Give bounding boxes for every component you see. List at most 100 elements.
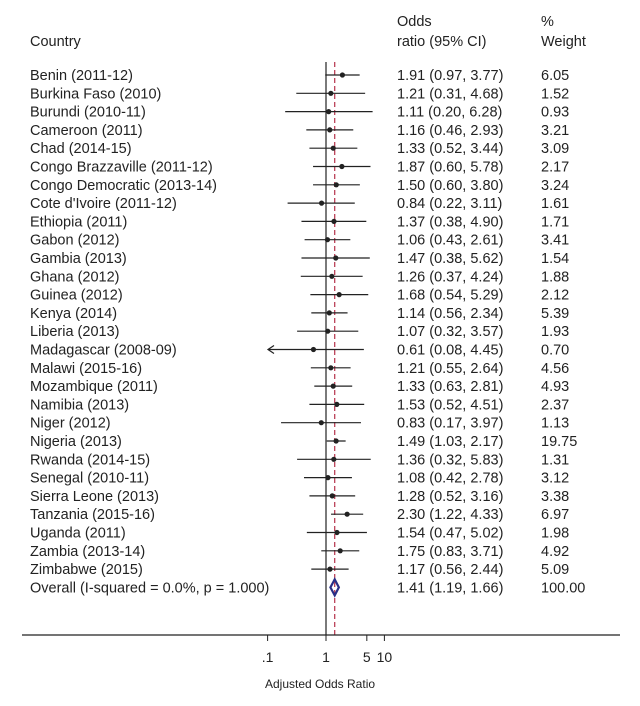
study-weight: 1.61 [541, 196, 569, 212]
study-label: Liberia (2013) [30, 324, 119, 340]
odds-ratio-ci: 1.21 (0.31, 4.68) [397, 86, 503, 102]
study-label: Namibia (2013) [30, 397, 129, 413]
overall-label: Overall (I-squared = 0.0%, p = 1.000) [30, 580, 269, 596]
header-odds-ratio-line2: ratio (95% CI) [397, 34, 486, 50]
point-estimate [327, 566, 333, 572]
study-row [306, 529, 367, 536]
study-weight: 1.93 [541, 324, 569, 340]
study-weight: 0.70 [541, 343, 569, 359]
study-row [326, 438, 346, 444]
study-label: Mozambique (2011) [30, 379, 158, 395]
point-estimate [325, 475, 331, 481]
odds-ratio-ci: 1.47 (0.38, 5.62) [397, 251, 503, 267]
study-row [281, 420, 361, 426]
study-label: Ghana (2012) [30, 269, 119, 285]
odds-ratio-ci: 1.17 (0.56, 2.44) [397, 562, 503, 578]
study-weight: 4.93 [541, 379, 569, 395]
study-row [301, 255, 370, 261]
study-weight: 1.98 [541, 526, 569, 542]
odds-ratio-ci: 1.28 (0.52, 3.16) [397, 489, 503, 505]
study-weight: 1.52 [541, 86, 569, 102]
point-estimate [344, 511, 350, 517]
study-row [297, 456, 371, 462]
study-weight: 3.38 [541, 489, 569, 505]
overall-odds-ratio-ci: 1.41 (1.19, 1.66) [397, 580, 503, 596]
study-label: Zambia (2013-14) [30, 544, 145, 560]
study-rows: Benin (2011-12) 1.91 (0.97, 3.77) 6.05 Burk… [30, 68, 585, 598]
study-weight: 4.56 [541, 361, 569, 377]
point-estimate [339, 72, 346, 78]
study-weight: 3.41 [541, 233, 569, 249]
study-row [303, 475, 352, 481]
study-row [300, 273, 363, 279]
x-axis-label: Adjusted Odds Ratio [265, 677, 375, 691]
study-label: Zimbabwe (2015) [30, 562, 143, 578]
study-label: Malawi (2015-16) [30, 361, 142, 377]
study-label: Benin (2011-12) [30, 68, 133, 84]
study-weight: 5.39 [541, 306, 569, 322]
study-weight: 3.09 [541, 141, 569, 157]
study-row [301, 218, 367, 224]
study-row [313, 182, 360, 188]
study-weight: 4.92 [541, 544, 569, 560]
study-row [310, 292, 369, 298]
point-estimate [318, 200, 325, 206]
point-estimate [339, 163, 345, 170]
study-label: Madagascar (2008-09) [30, 343, 177, 359]
study-label: Gabon (2012) [30, 233, 119, 249]
point-estimate [329, 273, 335, 279]
study-weight: 3.21 [541, 123, 569, 139]
odds-ratio-ci: 1.16 (0.46, 2.93) [397, 123, 503, 139]
odds-ratio-ci: 0.84 (0.22, 3.11) [397, 196, 502, 212]
header: Country Odds ratio (95% CI) % Weight [30, 14, 586, 50]
study-row [309, 493, 356, 499]
odds-ratio-ci: 1.33 (0.52, 3.44) [397, 141, 503, 157]
point-estimate [326, 310, 332, 316]
point-estimate [318, 420, 324, 426]
odds-ratio-ci: 1.91 (0.97, 3.77) [397, 68, 503, 84]
overall-row [329, 577, 341, 598]
point-estimate [334, 529, 340, 536]
study-weight: 0.93 [541, 105, 569, 121]
study-label: Tanzania (2015-16) [30, 507, 155, 523]
study-weight: 2.37 [541, 397, 569, 413]
point-estimate [331, 218, 337, 224]
point-estimate [326, 109, 332, 115]
study-label: Congo Democratic (2013-14) [30, 178, 217, 194]
study-row [313, 163, 371, 170]
point-estimate [327, 127, 333, 133]
study-label: Uganda (2011) [30, 526, 126, 542]
study-row [331, 511, 364, 517]
study-label: Sierra Leone (2013) [30, 489, 159, 505]
odds-ratio-ci: 1.49 (1.03, 2.17) [397, 434, 503, 450]
header-odds-ratio-line1: Odds [397, 14, 432, 30]
point-estimate [337, 548, 343, 554]
odds-ratio-ci: 1.21 (0.55, 2.64) [397, 361, 503, 377]
point-estimate [333, 182, 339, 188]
odds-ratio-ci: 0.83 (0.17, 3.97) [397, 416, 503, 432]
odds-ratio-ci: 1.68 (0.54, 5.29) [397, 288, 503, 304]
study-label: Niger (2012) [30, 416, 111, 432]
study-row [306, 127, 354, 133]
x-tick-label: 5 [363, 649, 371, 665]
study-label: Gambia (2013) [30, 251, 127, 267]
study-label: Kenya (2014) [30, 306, 117, 322]
odds-ratio-ci: 1.08 (0.42, 2.78) [397, 471, 503, 487]
study-row [309, 401, 365, 407]
ci-arrow [266, 345, 275, 354]
study-row [309, 145, 358, 151]
x-axis: .1 1 5 10 [22, 634, 620, 665]
study-label: Senegal (2010-11) [30, 471, 149, 487]
odds-ratio-ci: 1.75 (0.83, 3.71) [397, 544, 503, 560]
study-row [287, 200, 355, 206]
study-row [304, 237, 351, 243]
study-label: Guinea (2012) [30, 288, 123, 304]
odds-ratio-ci: 1.37 (0.38, 4.90) [397, 214, 503, 230]
odds-ratio-ci: 0.61 (0.08, 4.45) [397, 343, 503, 359]
pooled-diamond [329, 577, 341, 598]
odds-ratio-ci: 1.26 (0.37, 4.24) [397, 269, 503, 285]
point-estimate [325, 328, 331, 334]
study-label: Burundi (2010-11) [30, 105, 146, 121]
study-row [310, 365, 351, 371]
point-estimate [334, 401, 340, 407]
